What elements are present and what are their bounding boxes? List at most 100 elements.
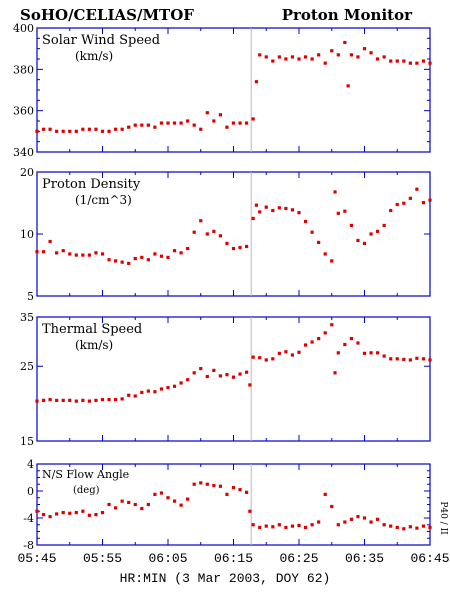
data-point [238,488,242,492]
data-point [303,219,308,224]
panel-title: Proton Density [42,177,141,192]
data-point [166,386,170,390]
data-point [68,129,72,133]
data-point [120,127,124,131]
data-point [310,230,314,234]
data-point [107,129,111,133]
data-point [356,238,360,243]
data-point [251,523,255,527]
instrument-title: SoHO/CELIAS/MTOF [20,6,194,24]
data-point [245,370,249,374]
data-point [421,524,426,528]
data-point [153,252,157,256]
data-point [317,520,321,524]
data-point [343,342,347,347]
data-point [87,127,91,131]
x-tick-label: 06:05 [148,551,187,566]
data-point [415,356,419,360]
data-point [225,373,229,377]
data-point [140,123,144,127]
data-point [74,129,78,133]
data-point [41,250,46,254]
data-point [290,208,295,212]
data-point [100,511,105,515]
data-point [231,486,236,490]
data-point [61,398,65,402]
panel-unit: (km/s) [75,338,113,352]
data-point [317,240,321,245]
data-point [421,357,426,361]
data-point [127,261,131,265]
data-point [258,53,262,57]
data-point [94,127,98,131]
data-point [55,251,59,255]
data-point [369,520,373,524]
data-point [61,511,65,515]
data-point [35,509,39,513]
data-point [120,260,124,264]
data-point [264,358,268,362]
panel-unit: (1/cm^3) [75,193,132,207]
x-tick-label: 05:55 [83,551,122,566]
data-point [231,246,236,251]
data-point [186,497,190,501]
data-point [376,517,380,521]
data-point [382,354,386,358]
data-point [55,129,59,133]
data-point [415,187,419,191]
data-point [382,523,386,527]
data-point [61,129,65,133]
data-point [100,129,105,133]
y-tick-label: 360 [13,105,34,118]
data-point [87,399,91,403]
data-point [349,53,353,57]
x-tick-label: 06:35 [345,551,384,566]
data-point [61,249,65,253]
data-point [323,61,327,65]
data-point [218,484,222,488]
data-point [133,394,137,398]
data-point [199,127,203,131]
panel-speed: 340 360 380 400 Solar Wind Speed(km/s) [13,22,432,159]
data-point [74,511,78,515]
data-point [369,232,373,236]
data-point [421,201,426,205]
data-point [349,517,353,521]
data-point [133,123,137,127]
y-tick-label: 25 [20,360,34,373]
data-point [114,127,118,131]
data-point [421,59,426,63]
x-axis-label: HR:MIN (3 Mar 2003, DOY 62) [120,571,331,586]
data-point [172,384,177,388]
data-point [186,246,190,251]
data-point [336,523,340,527]
y-tick-label: 0 [27,485,34,498]
data-point [376,351,380,355]
data-point [323,252,327,256]
data-point [254,80,259,84]
data-point [146,258,150,262]
data-point [382,223,386,228]
data-point [284,206,288,211]
data-point [68,398,72,402]
data-point [48,239,52,244]
data-point [356,55,360,59]
data-point [408,358,412,362]
data-point [389,59,393,63]
data-point [356,341,360,345]
data-point [55,398,59,402]
data-point [264,524,268,528]
panel-unit: (km/s) [75,49,113,63]
panel-title: N/S Flow Angle [42,468,129,481]
data-point [408,61,412,65]
data-point [179,251,183,255]
data-point [362,47,367,51]
data-point [369,351,373,355]
data-point [225,492,229,496]
data-point [349,223,353,228]
y-tick-label: 10 [20,228,34,241]
data-point [199,219,203,223]
data-point [271,208,275,213]
data-point [205,111,209,115]
data-point [284,525,288,530]
